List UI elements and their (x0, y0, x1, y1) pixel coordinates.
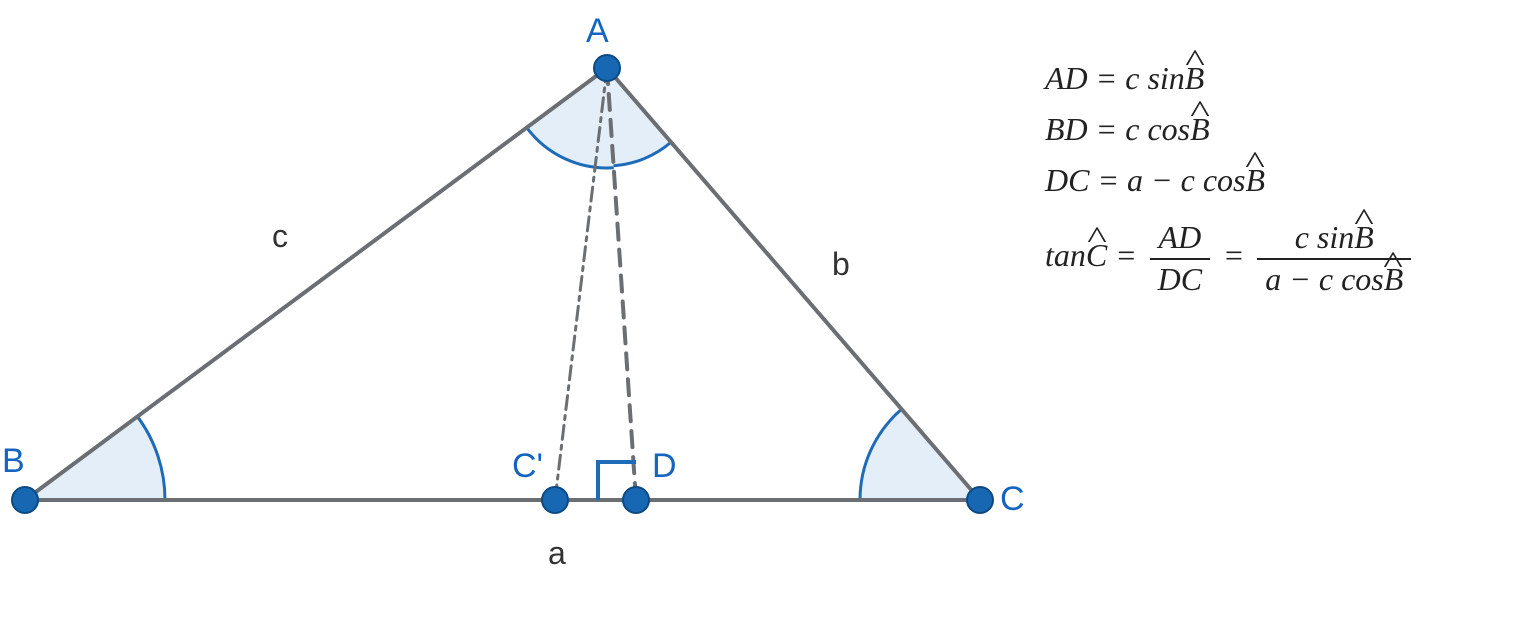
label-side-b: b (832, 246, 850, 283)
label-Cprime: C' (512, 447, 543, 486)
label-B: B (2, 442, 25, 481)
formula-block: AD = c sinBBD = c cosBDC = a − c cosBtan… (1045, 60, 1416, 298)
label-C: C (1000, 480, 1025, 519)
label-D: D (652, 447, 677, 486)
stage: A B C D C' c b a AD = c sinBBD = c cosBD… (0, 0, 1536, 630)
label-A: A (586, 12, 609, 51)
label-side-c: c (272, 218, 288, 255)
label-side-a: a (548, 535, 566, 572)
